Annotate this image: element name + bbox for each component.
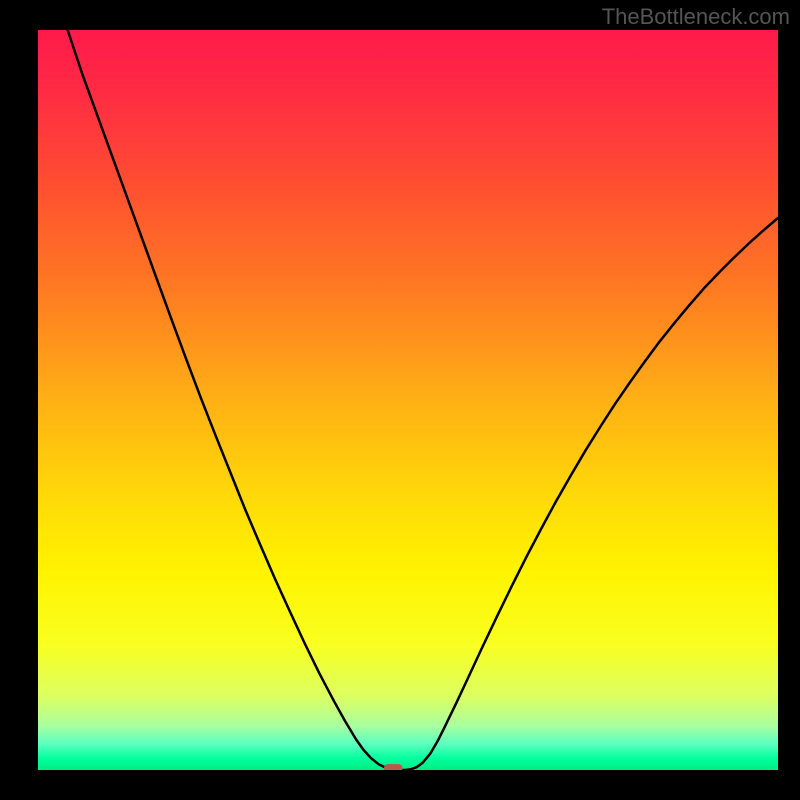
optimal-marker xyxy=(384,764,403,776)
bottleneck-chart xyxy=(0,0,800,800)
chart-container: TheBottleneck.com xyxy=(0,0,800,800)
gradient-background xyxy=(38,30,778,770)
watermark-text: TheBottleneck.com xyxy=(602,4,790,30)
